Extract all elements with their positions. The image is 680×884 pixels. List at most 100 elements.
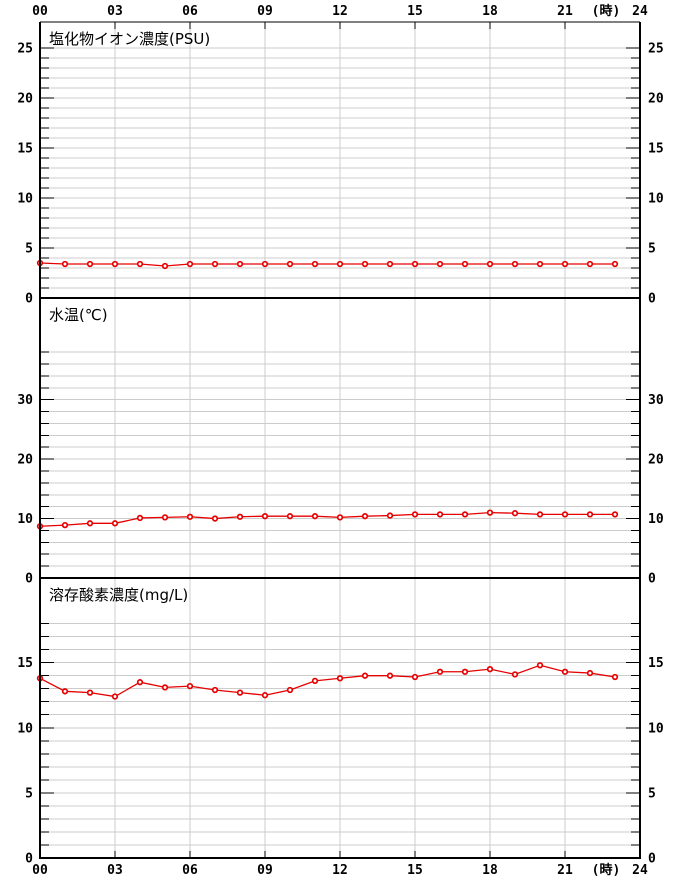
data-point [61,688,69,695]
x-axis-label-bottom: 00 [32,863,48,878]
data-point [586,260,594,268]
data-point [211,686,219,694]
data-point [86,260,94,268]
data-point [211,515,219,522]
y-axis-label-left: 10 [17,721,33,736]
gridlines [40,578,640,858]
data-point [186,682,194,690]
data-point [136,679,144,686]
data-point [61,521,69,529]
y-axis-label-right: 15 [648,656,664,671]
data-point [86,520,94,527]
data-point [536,511,544,518]
y-axis-label-right: 20 [648,92,664,107]
data-point [311,513,319,520]
data-point [111,260,119,268]
panel-title: 塩化物イオン濃度(PSU) [49,30,210,48]
data-point [361,672,369,679]
data-point [161,684,169,691]
data-point [61,260,69,268]
x-axis-label-bottom: 18 [482,863,498,878]
data-point [261,692,269,699]
data-point [311,260,319,268]
x-axis-label-top: 03 [107,4,123,19]
y-axis-label-right: 0 [648,292,656,307]
data-point [211,260,219,268]
y-axis-label-left: 20 [17,92,33,107]
data-point [336,260,344,268]
data-point [186,260,194,268]
data-point [186,513,194,520]
y-axis-label-left: 0 [25,572,33,587]
data-point [386,672,394,679]
y-axis-label-right: 30 [648,393,664,408]
data-point [486,509,494,516]
gridlines [40,22,640,298]
y-axis-label-right: 20 [648,453,664,468]
y-axis-label-right: 5 [648,786,656,801]
x-axis-unit-label-top: (時) [592,3,621,19]
x-axis-label-bottom: 12 [332,863,348,878]
data-point [261,513,269,520]
data-point [286,686,294,694]
y-axis-label-left: 30 [17,393,33,408]
x-axis-label-top: 24 [632,4,648,19]
y-axis-label-left: 20 [17,453,33,468]
panel-water-temperature: 0 0 10 10 20 20 30 30 水温(℃) [17,298,664,587]
x-axis-label-top: 09 [257,4,273,19]
y-axis-label-left: 10 [17,192,33,207]
y-axis-label-left: 5 [25,242,33,257]
data-point [236,689,244,696]
data-point [236,260,244,268]
x-axis-label-top: 12 [332,4,348,19]
data-line [39,664,616,698]
data-point [511,260,519,268]
data-point [336,675,344,682]
y-axis-label-right: 15 [648,142,664,157]
y-axis-label-right: 0 [648,852,656,867]
y-axis-label-right: 10 [648,512,664,527]
data-point [411,511,419,518]
data-point [586,669,594,677]
data-point [611,511,619,518]
x-axis-unit-label-bottom: (時) [592,862,621,878]
y-ticks [40,623,640,846]
data-point [386,260,394,268]
x-axis-label-top: 00 [32,4,48,19]
data-point [136,514,144,522]
data-point [436,668,444,675]
panel-title: 溶存酸素濃度(mg/L) [49,586,188,604]
y-ticks [40,47,640,289]
panel-chloride-ion: 0 0 5 5 10 10 15 15 20 20 25 25 塩化物イオン濃度(PSU) [17,22,664,307]
panel-dissolved-oxygen: 0 0 5 5 10 10 15 15 溶存酸素濃度(mg/L) [17,578,664,867]
data-point [561,511,569,518]
data-point [411,260,419,268]
data-point [461,260,469,268]
data-point [111,520,119,527]
data-point [486,666,494,673]
x-axis-label-top: 06 [182,4,198,19]
data-point [136,260,144,268]
y-axis-label-left: 25 [17,42,33,57]
y-axis-label-left: 5 [25,786,33,801]
data-point [561,260,569,268]
data-point [361,260,369,268]
x-axis-labels: 00 00 03 03 06 06 09 09 12 12 15 15 18 18 21 21 (時) (時) 24… [32,3,648,878]
data-point [561,668,569,675]
y-ticks [40,351,640,567]
data-point [361,513,369,520]
data-point [611,673,619,681]
chart-frame [39,21,641,859]
x-axis-label-bottom: 06 [182,863,198,878]
x-axis-label-bottom: 09 [257,863,273,878]
x-axis-label-bottom: 03 [107,863,123,878]
y-axis-label-left: 0 [25,852,33,867]
data-point [436,260,444,268]
x-axis-label-bottom: 15 [407,863,423,878]
data-point [461,668,469,675]
data-point [411,673,419,681]
data-point [161,262,169,270]
gridlines [40,298,640,578]
data-line [39,262,615,267]
